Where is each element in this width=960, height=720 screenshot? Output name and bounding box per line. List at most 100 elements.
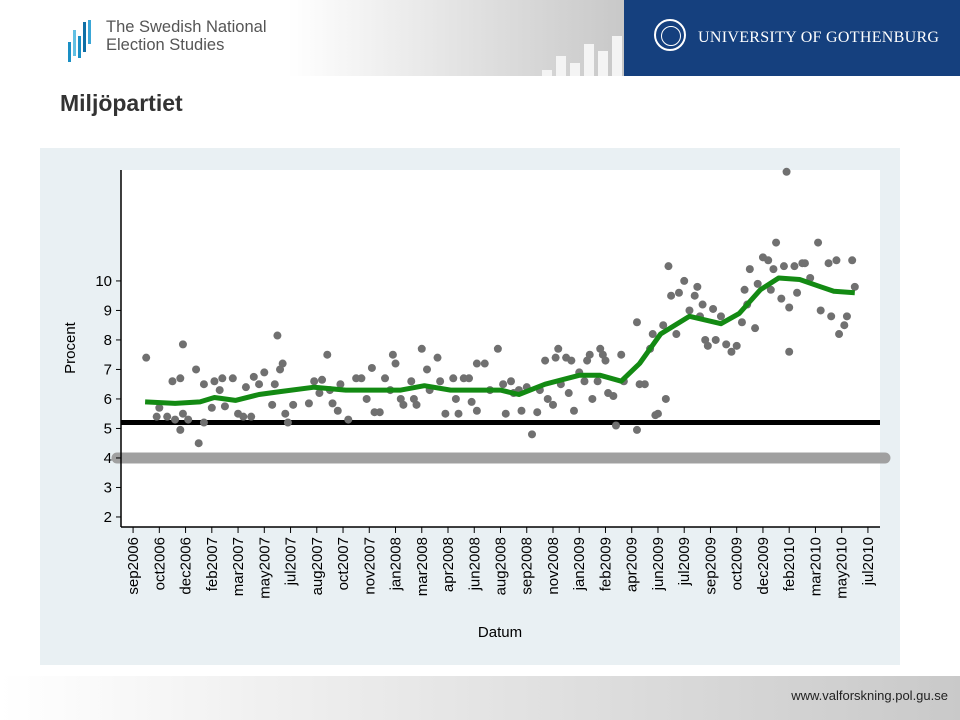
data-point xyxy=(199,418,208,427)
x-tick-label: jun2009 xyxy=(650,537,667,591)
data-point xyxy=(207,403,216,412)
data-point xyxy=(790,262,799,271)
header-banner: The Swedish National Election Studies UN… xyxy=(0,0,960,76)
data-point xyxy=(814,238,823,247)
data-point xyxy=(800,259,809,268)
data-point xyxy=(609,392,618,401)
data-point xyxy=(698,300,707,309)
data-point xyxy=(467,397,476,406)
x-tick-label: may2010 xyxy=(834,537,851,599)
data-point xyxy=(840,321,849,330)
data-point xyxy=(407,377,416,386)
data-point xyxy=(661,394,670,403)
data-point xyxy=(772,238,781,247)
data-point xyxy=(247,412,256,421)
x-tick-label: jan2008 xyxy=(388,537,405,591)
x-axis-label: Datum xyxy=(478,624,522,641)
x-tick-label: mar2010 xyxy=(807,537,824,596)
x-tick-label: oct2007 xyxy=(335,537,352,590)
data-point xyxy=(454,409,463,418)
y-tick-label: 8 xyxy=(104,332,112,349)
decor-bar xyxy=(584,44,594,76)
x-tick-label: mar2008 xyxy=(414,537,431,596)
data-point xyxy=(722,340,731,349)
university-banner: UNIVERSITY OF GOTHENBURG xyxy=(624,0,960,76)
data-point xyxy=(648,330,657,339)
y-tick-label: 5 xyxy=(104,420,112,437)
data-point xyxy=(632,425,641,434)
data-point xyxy=(506,377,515,386)
x-tick-label: aug2007 xyxy=(309,537,326,595)
data-point xyxy=(388,350,397,359)
data-point xyxy=(336,380,345,389)
y-tick-label: 2 xyxy=(104,509,112,526)
data-point xyxy=(740,285,749,294)
data-point xyxy=(163,412,172,421)
data-point xyxy=(423,365,432,374)
data-point xyxy=(672,330,681,339)
data-point xyxy=(391,359,400,368)
x-tick-label: oct2009 xyxy=(729,537,746,590)
data-point xyxy=(693,282,702,291)
data-point xyxy=(328,399,337,408)
x-tick-label: may2007 xyxy=(256,537,273,599)
data-point xyxy=(323,350,332,359)
data-point xyxy=(465,374,474,383)
election-studies-logo-icon xyxy=(68,20,91,62)
data-point xyxy=(785,303,794,312)
x-tick-label: dec2006 xyxy=(178,537,195,595)
data-point xyxy=(152,412,161,421)
university-name: UNIVERSITY OF GOTHENBURG xyxy=(698,29,940,46)
data-point xyxy=(564,389,573,398)
data-point xyxy=(168,377,177,386)
data-point xyxy=(832,256,841,265)
data-point xyxy=(357,374,366,383)
data-point xyxy=(472,359,481,368)
decor-bar xyxy=(556,56,566,76)
data-point xyxy=(501,409,510,418)
data-point xyxy=(241,383,250,392)
data-point xyxy=(176,374,185,383)
x-tick-label: jul2007 xyxy=(283,537,300,586)
data-point xyxy=(632,318,641,327)
data-point xyxy=(667,291,676,300)
slide-title: Miljöpartiet xyxy=(60,90,183,116)
data-point xyxy=(842,312,851,321)
data-point xyxy=(367,363,376,372)
data-point xyxy=(142,353,151,362)
x-tick-label: mar2007 xyxy=(230,537,247,596)
data-point xyxy=(709,304,718,313)
data-point xyxy=(541,356,550,365)
data-point xyxy=(493,344,502,353)
data-point xyxy=(218,374,227,383)
data-point xyxy=(727,347,736,356)
data-point xyxy=(703,341,712,350)
x-tick-label: dec2009 xyxy=(755,537,772,595)
data-point xyxy=(441,409,450,418)
data-point xyxy=(176,425,185,434)
data-point xyxy=(835,330,844,339)
data-point xyxy=(824,259,833,268)
data-point xyxy=(268,400,277,409)
data-point xyxy=(753,279,762,288)
data-point xyxy=(315,389,324,398)
data-point xyxy=(611,421,620,430)
data-point xyxy=(737,318,746,327)
data-point xyxy=(344,415,353,424)
y-tick-label: 3 xyxy=(104,479,112,496)
data-point xyxy=(769,265,778,274)
decor-bar xyxy=(570,63,580,76)
data-point xyxy=(228,374,237,383)
footer: www.valforskning.pol.gu.se xyxy=(0,676,960,720)
data-point xyxy=(653,409,662,418)
data-point xyxy=(766,285,775,294)
data-point xyxy=(480,359,489,368)
data-point xyxy=(543,394,552,403)
data-point xyxy=(548,400,557,409)
org-line-2: Election Studies xyxy=(106,36,225,54)
y-tick-label: 6 xyxy=(104,391,112,408)
data-point xyxy=(249,372,258,381)
data-point xyxy=(732,341,741,350)
data-point xyxy=(745,265,754,274)
data-point xyxy=(827,312,836,321)
